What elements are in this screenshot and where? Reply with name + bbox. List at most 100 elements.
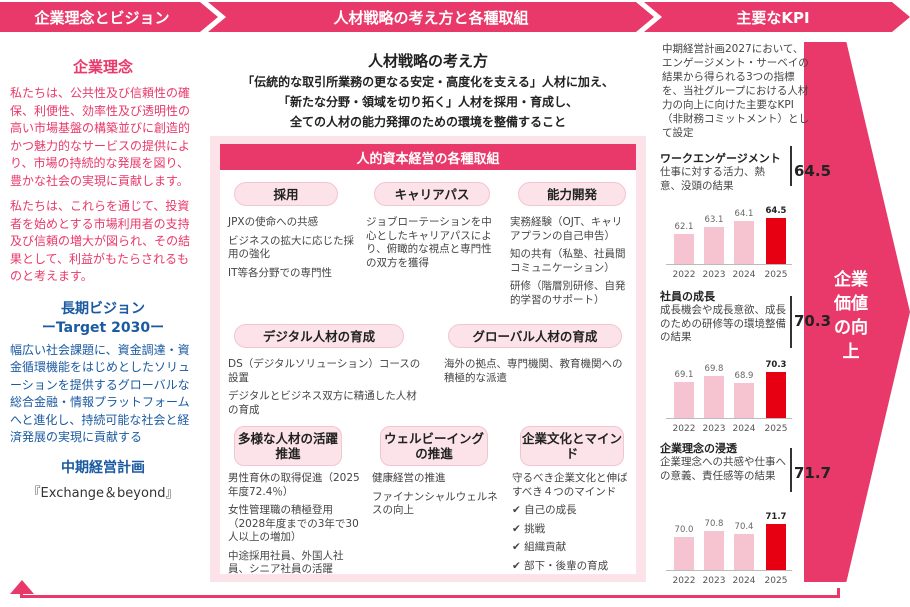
list-item: デジタルとビジネス双方に精通した人材の育成: [228, 390, 417, 416]
kpi-year-label: 2025: [764, 270, 788, 280]
kpi-year-label: 2024: [732, 424, 756, 434]
initiative-digital-items: DS（デジタルソリューション）コースの設置 デジタルとビジネス双方に精通した人材…: [228, 358, 424, 422]
kpi-bar-label: 69.8: [704, 364, 724, 375]
kpi-bar: [734, 220, 754, 264]
kpi-year-label: 2022: [672, 424, 696, 434]
kpi-bar-label: 71.7: [765, 512, 787, 522]
kpi-year-label: 2025: [764, 424, 788, 434]
vision-body: 幅広い社会課題に、資金調達・資金循環機能をはじめとしたソリューションを提供するグ…: [10, 342, 191, 445]
header-strategy: 人材戦略の考え方と各種取組: [208, 2, 654, 32]
list-item: 海外の拠点、専門機関、教育機関への積極的な派遣: [444, 358, 623, 384]
kpi-philosophy-desc: 企業理念への共感や仕事への意義、責任感等の結果: [660, 456, 786, 482]
list-item: ジョブローテーションを中心としたキャリアパスにより、俯瞰的な視点と専門性の双方を…: [366, 216, 492, 269]
list-item: 守るべき企業文化と伸ばすべき４つのマインド: [512, 472, 628, 498]
initiatives-title: 人的資本経営の各種取組: [220, 144, 636, 170]
kpi-separator: [790, 296, 792, 348]
initiative-hiring-items: JPXの使命への共感 ビジネスの拡大に応じた採用の強化 IT等各分野での専門性: [228, 216, 356, 285]
kpi-philosophy-value: 71.7: [794, 464, 832, 482]
initiative-digital-title: デジタル人材の育成: [234, 324, 404, 348]
kpi-philosophy-title: 企業理念の浸透: [660, 442, 737, 455]
list-item: ✔ 組織貢献: [512, 541, 567, 553]
strategy-title: 人材戦略の考え方: [367, 52, 488, 70]
list-item: ビジネスの拡大に応じた採用の強化: [228, 234, 354, 261]
kpi-growth-desc: 成長機会や成長意欲、成長のための研修等の環境整備の結果: [660, 304, 786, 343]
kpi-bar: [734, 533, 754, 570]
kpi-bar: [674, 381, 694, 418]
initiative-development-items: 実務経験（OJT、キャリアプランの自己申告） 知の共有（私塾、社員間コミュニケー…: [510, 216, 632, 312]
kpi-bar-label: 63.1: [704, 215, 724, 226]
strategy-line-1: 「伝統的な取引所業務の更なる安定・高度化を支える」人材に加え、: [242, 75, 614, 89]
kpi-bar: [674, 536, 694, 570]
kpi-engagement-title: ワークエンゲージメント: [660, 152, 781, 165]
list-item: 女性管理職の積極登用（2028年度までの3年で30人以上の増加）: [228, 504, 359, 543]
kpi-bar-label: 70.0: [674, 524, 694, 535]
kpi-bar-label: 64.5: [765, 206, 787, 216]
feedback-loop-line: [20, 588, 840, 598]
initiative-hiring-title: 採用: [234, 182, 338, 206]
list-item: 中途採用社員、外国人社員、シニア社員の活躍: [228, 549, 344, 576]
list-item: ✔ 部下・後輩の育成: [512, 559, 609, 572]
list-item: 研修（階層別研修、自発的学習のサポート）: [510, 280, 626, 306]
plan-title: 中期経営計画: [61, 459, 145, 476]
philosophy-paragraph-1: 私たちは、公共性及び信頼性の確保、利便性、効率性及び透明性の高い市場基盤の構築並…: [10, 86, 191, 188]
kpi-year-label: 2025: [764, 576, 788, 586]
kpi-growth-value: 70.3: [794, 312, 832, 330]
kpi-bar: [704, 530, 724, 570]
initiative-wellbeing-items: 健康経営の推進 ファイナンシャルウェルネスの向上: [372, 472, 502, 523]
initiative-culture-title: 企業文化とマインド: [520, 426, 624, 466]
kpi-bar-label: 62.1: [674, 221, 694, 232]
list-item: JPXの使命への共感: [228, 216, 319, 228]
kpi-year-label: 2022: [672, 270, 696, 280]
initiative-wellbeing-title: ウェルビーイングの推進: [380, 426, 488, 466]
kpi-year-label: 2023: [702, 424, 726, 434]
initiative-global-title: グローバル人材の育成: [448, 324, 622, 348]
kpi-engagement-desc: 仕事に対する活力、熱意、没頭の結果: [660, 166, 765, 192]
kpi-year-label: 2024: [732, 270, 756, 280]
kpi-engagement-value: 64.5: [794, 162, 832, 180]
list-item: 知の共有（私塾、社員間コミュニケーション）: [510, 248, 626, 274]
initiative-global-items: 海外の拠点、専門機関、教育機関への積極的な派遣: [444, 358, 630, 390]
initiatives-grid: 採用 JPXの使命への共感 ビジネスの拡大に応じた採用の強化 IT等各分野での専…: [220, 170, 636, 576]
kpi-chart-axis: [666, 418, 792, 419]
kpi-bar-label: 64.1: [734, 208, 754, 219]
kpi-bar: [766, 372, 786, 418]
philosophy-paragraph-2: 私たちは、これらを通じて、投資者を始めとする市場利用者の支持及び信頼の増大が図ら…: [10, 199, 191, 283]
kpi-bar: [766, 218, 786, 264]
kpi-chart-axis: [666, 264, 792, 265]
kpi-separator: [790, 448, 792, 492]
strategy-line-3: 全ての人材の能力発揮のための環境を整備すること: [289, 115, 566, 129]
kpi-bar-label: 68.9: [734, 371, 754, 382]
kpi-bar-label: 69.1: [674, 369, 694, 380]
kpi-bar: [704, 376, 724, 418]
list-item: 健康経営の推進: [372, 472, 446, 484]
kpi-intro: 中期経営計画2027において、エンゲージメント・サーベイの結果から得られる3つの…: [662, 43, 809, 139]
value-arrow-label: 企業価値の向上: [834, 270, 868, 362]
philosophy-vision-panel: 企業理念 私たちは、公共性及び信頼性の確保、利便性、効率性及び透明性の高い市場基…: [0, 40, 206, 568]
strategy-box: 人材戦略の考え方 「伝統的な取引所業務の更なる安定・高度化を支える」人材に加え、…: [210, 38, 646, 136]
initiative-development-title: 能力開発: [518, 182, 626, 206]
list-item: IT等各分野での専門性: [228, 266, 333, 279]
kpi-bar: [734, 383, 754, 418]
kpi-bar: [704, 227, 724, 264]
vision-title: 長期ビジョン: [61, 300, 145, 317]
kpi-year-label: 2023: [702, 270, 726, 280]
kpi-bar-label: 70.3: [765, 360, 787, 370]
list-item: 実務経験（OJT、キャリアプランの自己申告）: [510, 216, 623, 242]
vision-subtitle: ーTarget 2030ー: [41, 319, 165, 336]
feedback-loop-arrowhead: [10, 580, 34, 594]
header-philosophy-vision: 企業理念とビジョン: [0, 2, 218, 32]
header-kpi: 主要なKPI: [644, 2, 910, 32]
philosophy-title: 企業理念: [72, 58, 133, 76]
strategy-line-2: 「新たな分野・領域を切り拓く」人材を採用・育成し、: [277, 95, 578, 109]
kpi-year-label: 2024: [732, 576, 756, 586]
kpi-growth-title: 社員の成長: [660, 290, 715, 303]
list-item: 男性育休の取得促進（2025年度72.4％）: [228, 472, 360, 498]
kpi-bar-label: 70.4: [734, 521, 754, 532]
initiative-culture-items: 守るべき企業文化と伸ばすべき４つのマインド ✔ 自己の成長 ✔ 挑戦 ✔ 組織貢…: [512, 472, 634, 578]
list-item: DS（デジタルソリューション）コースの設置: [228, 358, 421, 384]
list-item: ファイナンシャルウェルネスの向上: [372, 490, 498, 517]
kpi-year-label: 2023: [702, 576, 726, 586]
kpi-chart-axis: [666, 570, 792, 571]
list-item: ✔ 挑戦: [512, 522, 546, 535]
kpi-bar: [674, 233, 694, 264]
